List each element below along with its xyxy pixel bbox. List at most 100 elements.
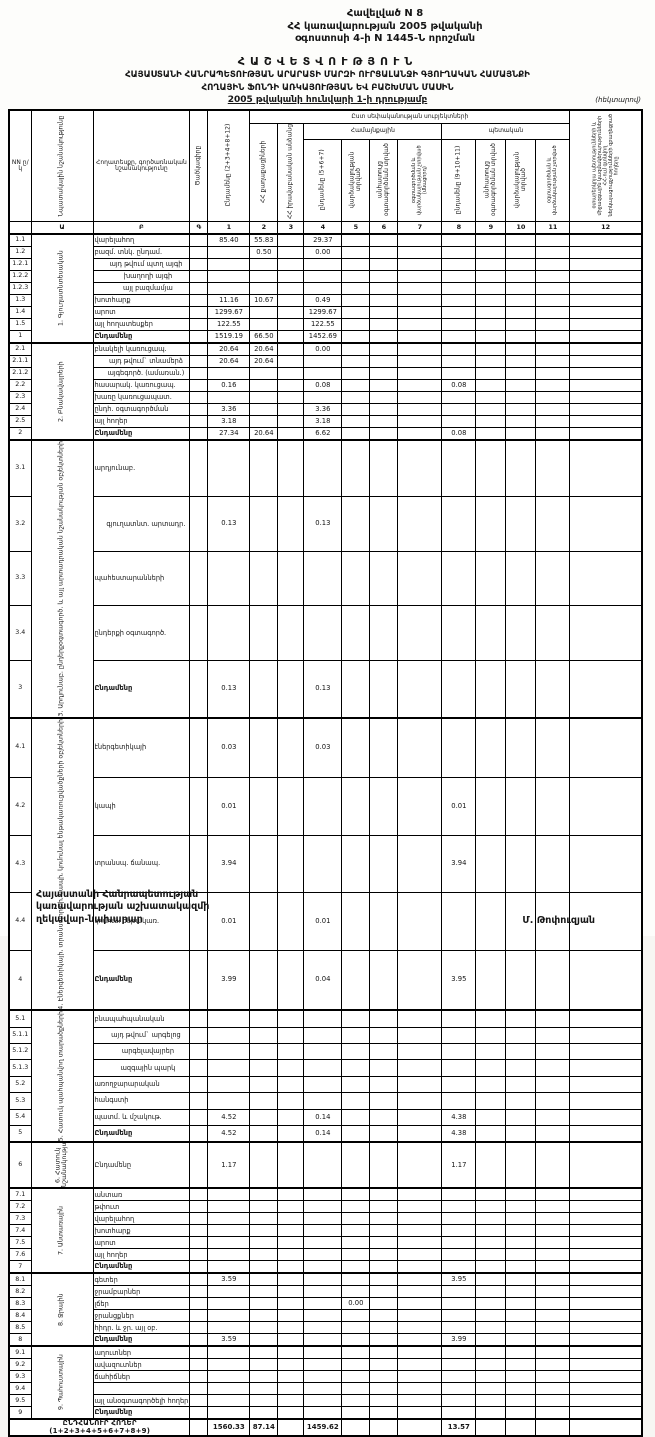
row-number: 5 [8, 1124, 32, 1143]
table-row: 1.2.1 այդ թվում պտղ այգի [8, 257, 643, 271]
row-number: 2.1.1 [8, 354, 32, 368]
group-header-community: Համայնքային [303, 122, 443, 140]
code-cell [189, 1092, 209, 1110]
value-cell [303, 1333, 343, 1347]
land-type-label: կապի [92, 776, 191, 836]
land-type-label: այդ թվում` արգելոց [92, 1026, 191, 1045]
column-number: 12 [569, 220, 643, 235]
value-cell: 0.13 [207, 496, 251, 552]
value-cell [475, 1333, 507, 1347]
value-cell [341, 1321, 371, 1335]
value-cell [369, 426, 399, 441]
code-cell [189, 1370, 209, 1384]
value-cell [277, 232, 305, 247]
value-cell [277, 605, 305, 662]
value-cell [441, 317, 477, 331]
col-header-2: ՀՀ քաղաքացիների [249, 123, 278, 222]
value-cell [277, 1297, 305, 1311]
value-cell [249, 257, 279, 271]
value-cell [369, 1345, 399, 1360]
code-cell [189, 317, 209, 331]
grand-total-label: ԸՆԴՀԱՆՈՒՐ ՀՈՂԵՐ (1+2+3+4+5+6+7+8+9) [8, 1418, 191, 1437]
value-cell [569, 660, 643, 719]
value-cell [249, 716, 279, 778]
value-cell [341, 378, 371, 392]
value-cell [341, 1108, 371, 1126]
value-cell [569, 1394, 643, 1408]
row-number: 5.1 [8, 1009, 32, 1028]
row-number: 4 [8, 949, 32, 1011]
category-label: 2. Բնակավայրերի [31, 342, 93, 440]
col-header-nn: NN ը/կ [8, 109, 32, 222]
value-cell [535, 1394, 571, 1408]
row-number: 2 [8, 426, 32, 441]
value-cell [397, 550, 443, 607]
row-number: 7.1 [8, 1187, 32, 1202]
value-cell [397, 438, 443, 498]
value-cell [207, 1358, 251, 1372]
value-cell [441, 341, 477, 356]
value-cell [569, 1187, 643, 1202]
land-type-label: լճեր [92, 1297, 191, 1311]
value-cell: 3.59 [207, 1333, 251, 1347]
value-cell [249, 305, 279, 319]
value-cell [505, 1108, 537, 1126]
value-cell: 6.62 [303, 426, 343, 441]
row-number: 7.6 [8, 1248, 32, 1262]
table-row: 7.2 թփուտ [8, 1200, 643, 1214]
code-cell [189, 305, 209, 319]
value-cell [277, 1224, 305, 1238]
value-cell [441, 496, 477, 552]
code-cell [189, 378, 209, 392]
value-cell: 3.94 [207, 834, 251, 894]
value-cell [303, 281, 343, 295]
decree-line-1: ՀՀ կառավարության 2005 թվականի [287, 20, 483, 32]
table-row: 9.2 ավազուտներ [8, 1358, 643, 1372]
row-number: 7 [8, 1260, 32, 1274]
value-cell [475, 1248, 507, 1262]
value-cell [505, 1026, 537, 1045]
table-row: 1.1 1. Գյուղատնտեսական վարելահող 85.40 55.83… [8, 232, 643, 343]
land-type-label: Ընդամենը [92, 329, 191, 344]
code-cell [189, 1200, 209, 1214]
value-cell [277, 426, 305, 441]
value-cell: 0.08 [303, 378, 343, 392]
value-cell [505, 1141, 537, 1189]
table-row: 3.1 3. Արդյունաբ. ընդերքօգտագործ. և այլ ա… [8, 438, 643, 718]
col-header-4: ընդամենը (5+6+7) [303, 139, 342, 222]
value-cell [441, 716, 477, 778]
table-row: 1.2 բազմ. տնկ. ընդամ. 0.50 0.00 [8, 245, 643, 259]
value-cell [475, 1009, 507, 1028]
value-cell: 1.17 [441, 1141, 477, 1189]
value-cell [441, 390, 477, 404]
value-cell [277, 1009, 305, 1028]
value-cell [505, 1285, 537, 1299]
value-cell [207, 245, 251, 259]
value-cell [303, 605, 343, 662]
value-cell [535, 1358, 571, 1372]
value-cell [249, 1248, 279, 1262]
value-cell [535, 1059, 571, 1077]
code-cell [189, 1297, 209, 1311]
value-cell [535, 1406, 571, 1420]
row-number: 2.1 [8, 341, 32, 356]
value-cell [397, 1358, 443, 1372]
value-cell [397, 1224, 443, 1238]
value-cell [207, 1370, 251, 1384]
column-number [8, 220, 32, 235]
value-cell [303, 1358, 343, 1372]
code-cell [189, 1075, 209, 1094]
code-cell [189, 390, 209, 404]
value-cell [277, 378, 305, 392]
col-header-landtype: Հողատեսքը, գործառնական նշանակությունը [92, 109, 191, 222]
value-cell [303, 550, 343, 607]
value-cell [341, 1370, 371, 1384]
value-cell [397, 1075, 443, 1094]
table-row: 7.4 խոտհարք [8, 1224, 643, 1238]
land-type-label: հասարակ. կառուցապ. [92, 378, 191, 392]
appendix-title: Հավելված N 8 [346, 8, 424, 19]
value-cell [369, 1075, 399, 1094]
value-cell: 4.38 [441, 1124, 477, 1143]
column-number: 6 [369, 220, 399, 235]
value-cell [341, 660, 371, 719]
